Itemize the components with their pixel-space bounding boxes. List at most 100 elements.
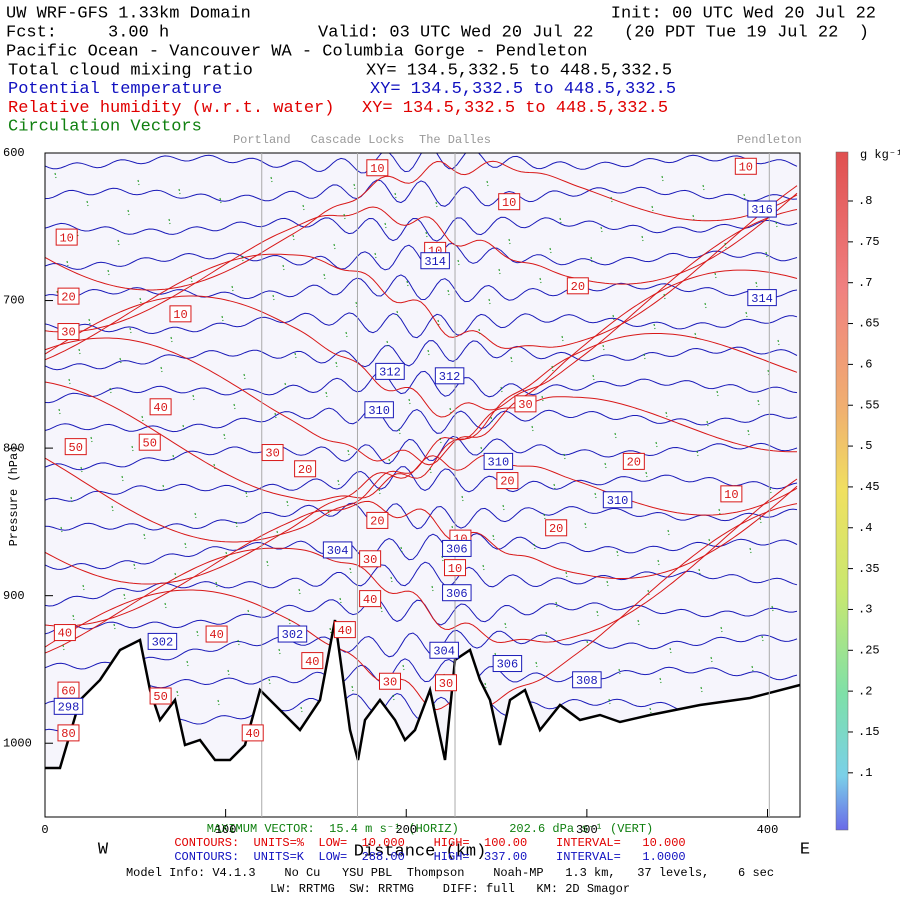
vector [720,626,723,633]
contour-label: 40 [338,624,352,638]
contour-label-box [53,697,84,715]
theta-contour [45,629,798,670]
contour-label: 302 [152,636,174,650]
vector [549,247,552,254]
vector [651,205,654,212]
vector [384,222,387,229]
contour-label-box [442,584,472,602]
theta-contour [45,561,798,607]
vector [724,242,727,249]
vector [213,463,216,470]
vector [113,623,116,630]
contour-label: 10 [370,162,384,176]
vector [182,424,185,431]
contour-label-box [359,550,382,568]
vector [288,618,291,625]
vector [706,420,709,427]
vector [563,453,566,460]
vector [437,319,440,326]
vector [500,386,503,393]
vector [645,471,648,478]
vector [484,682,487,689]
colorbar-tick-label: .15 [858,725,880,739]
colorbar-tick-label: .5 [858,439,872,453]
vector [227,669,230,676]
y-tick-label: 1000 [3,736,32,750]
vector [714,272,717,279]
vector [435,201,438,208]
vector [643,353,646,360]
y-tick-label: 600 [3,146,25,160]
y-tick-label: 700 [3,294,25,308]
theta-contour [45,340,798,371]
x-tick-label: 100 [215,823,237,837]
vector [272,294,275,301]
vector [90,436,93,443]
contour-label: 30 [363,553,377,567]
rh-contour [45,478,798,654]
vector [66,260,69,267]
terrain [45,619,801,770]
contour-label: 20 [370,515,384,529]
vector [541,395,544,402]
rh-contour [45,209,798,418]
vector [141,415,144,422]
vector [400,546,403,553]
contour-label: 40 [305,655,319,669]
colorbar-tick-label: .65 [858,317,880,331]
vector [162,484,165,491]
vector [502,504,505,511]
vector [129,327,132,334]
vector [168,218,171,225]
field-name: Circulation Vectors [8,118,202,137]
vector [716,390,719,397]
colorbar-tick-label: .35 [858,562,880,576]
vector [300,706,303,713]
vector [655,441,658,448]
contour-label-box [366,511,389,529]
field-xy: XY= 134.5,332.5 to 448.5,332.5 [362,99,668,118]
vector [708,538,711,545]
theta-contour [45,532,798,570]
theta-contour [45,153,798,174]
contour-label-box [149,398,172,416]
vector [223,433,226,440]
init-time: Init: 00 UTC Wed 20 Jul 22 [611,4,876,23]
vector [657,559,660,566]
vector [398,428,401,435]
vector [698,568,701,575]
contour-label-box [366,159,389,177]
vector [669,647,672,654]
vector [665,411,668,418]
max-vector: MAXIMUM VECTOR: 15.4 m s⁻¹ (HORIZ) 202.6… [207,822,654,836]
vector [616,550,619,557]
vector [243,373,246,380]
vector [58,408,61,415]
vector [325,391,328,398]
vector [178,188,181,195]
vector [406,280,409,287]
vector [653,323,656,330]
vector [592,374,595,381]
contour-label: 312 [439,370,461,384]
vector [565,571,568,578]
colorbar-tick-label: .4 [858,521,872,535]
contour-label-box [57,724,80,742]
vector [394,192,397,199]
contour-label: 30 [439,677,453,691]
contour-label-box [149,687,172,705]
vector [80,466,83,473]
y-tick-label: 900 [3,589,25,603]
vector [119,357,122,364]
rh-contour [45,185,798,361]
theta-contour [45,435,798,471]
rh-contour [45,269,798,466]
contour-label: 30 [265,447,279,461]
contour-label-box [622,452,645,470]
vector [771,605,774,612]
vector [268,678,271,685]
contour-label-box [602,491,633,509]
contour-label: 20 [61,290,75,304]
vector [641,235,644,242]
